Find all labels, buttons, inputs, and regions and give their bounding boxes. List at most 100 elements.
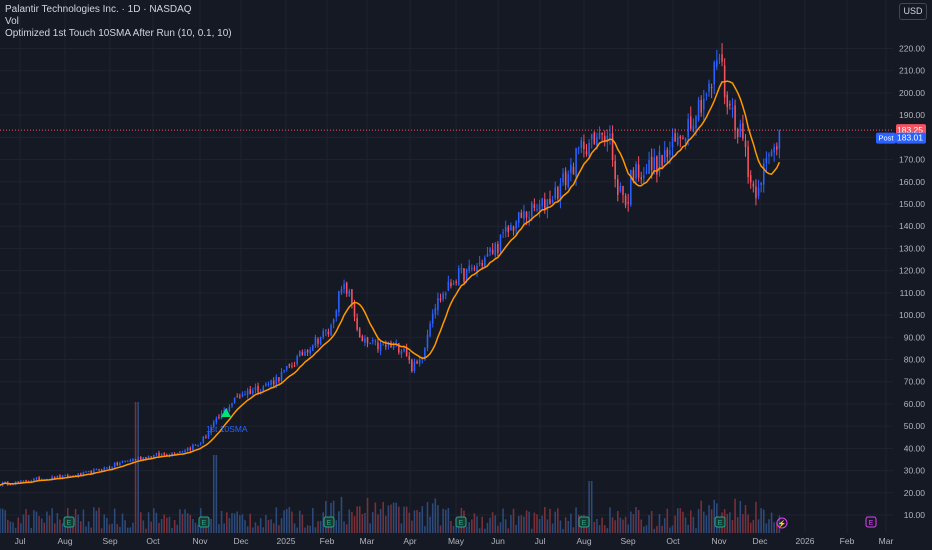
volume-bar [343,521,345,533]
candle-body [345,282,348,294]
volume-bar [361,514,364,533]
volume-bar [437,505,439,533]
candle-body [51,476,53,480]
candle-body [726,94,729,108]
candle-body [66,475,69,478]
candle-body [252,390,254,394]
volume-bar [252,527,254,533]
volume-label[interactable]: Vol [5,16,19,27]
volume-bar [382,502,384,533]
volume-bar [421,506,424,533]
y-tick-label: 30.00 [904,466,926,476]
candle-body [319,336,322,345]
candle-body [30,480,33,482]
currency-button[interactable]: USD [899,3,927,20]
candle-body [85,471,87,473]
candle-body [671,136,674,148]
candle-body [33,478,35,481]
volume-bar [653,528,656,533]
volume-bar [645,525,648,533]
candle-body [562,173,564,183]
volume-bar [528,511,530,533]
candle-body [382,344,384,346]
candle-body [755,186,757,199]
candle-body [473,268,476,270]
candle-body [35,477,38,480]
candle-body [502,232,504,234]
time-axis[interactable]: Jul Aug Sep Oct Nov Dec 2025 Feb Mar Apr May Jun Jul… [15,536,894,546]
volume-bar [390,504,392,533]
y-tick-label: 170.00 [899,155,925,165]
earnings-icon[interactable] [455,516,467,528]
volume-bar [762,509,765,533]
volume-bar [150,521,152,533]
volume-bar [546,519,549,533]
earnings-icon[interactable] [198,516,210,528]
candle-body [358,328,361,338]
volume-bar [348,509,351,533]
candle-body [387,344,390,346]
volume-bar [520,515,523,533]
volume-bar [635,507,637,533]
symbol-title[interactable]: Palantir Technologies Inc. · 1D · NASDAQ [5,4,192,15]
price-axis[interactable]: 10.00 20.00 30.00 40.00 50.00 60.00 70.00 80.00… [876,44,926,521]
candle-body [575,148,577,177]
candle-body [306,350,309,353]
candle-body [179,451,181,453]
volume-bar [512,508,515,533]
earnings-icon-glyph: E [327,520,332,527]
volume-bar [280,518,283,533]
volume-bar [656,525,658,533]
volume-bar [536,514,538,533]
candle-body [411,359,413,372]
candle-body [643,175,645,178]
volume-bar [377,514,379,533]
candle-body [507,226,510,233]
volume-bar [643,526,645,533]
volume-bar [554,511,557,533]
candle-body [721,54,723,62]
indicator-title[interactable]: Optimized 1st Touch 10SMA After Run (10,… [5,28,232,39]
volume-bar [562,528,564,533]
dividend-icon[interactable] [776,517,788,529]
earnings-icon[interactable] [578,516,590,528]
volume-bar [181,513,184,533]
volume-bar [72,525,74,533]
candle-body [379,343,382,352]
volume-bar [173,520,176,533]
volume-bar [301,514,304,533]
earnings-icon[interactable] [63,516,75,528]
earnings-icon-glyph: E [67,520,72,527]
candle-body [559,183,562,201]
volume-bar [416,509,418,533]
volume-bar [452,525,455,533]
volume-bar [713,499,716,533]
volume-bar [627,524,629,533]
candle-body [369,342,371,344]
candle-body [171,452,173,456]
volume-bar [103,514,106,533]
x-tick-label: Nov [192,536,208,546]
candle-body [403,348,405,352]
volume-bar [189,514,192,533]
volume-bar [220,510,223,533]
candle-body [173,453,176,455]
candle-body [111,467,113,469]
candle-body [676,137,679,145]
volume-bar [168,516,171,533]
earnings-icon[interactable] [714,516,726,528]
volume-bar [429,516,431,533]
future-earnings-icon[interactable] [865,516,877,528]
x-tick-label: Feb [840,536,855,546]
volume-bar [158,522,160,533]
volume-bar [736,517,739,533]
volume-bar [671,525,674,533]
volume-bar [239,515,241,533]
candle-body [481,262,484,266]
event-markers[interactable]: E E E E E E ⚡ E [63,516,877,529]
earnings-icon[interactable] [323,516,335,528]
volume-bar [778,515,781,533]
candle-body [645,171,648,173]
